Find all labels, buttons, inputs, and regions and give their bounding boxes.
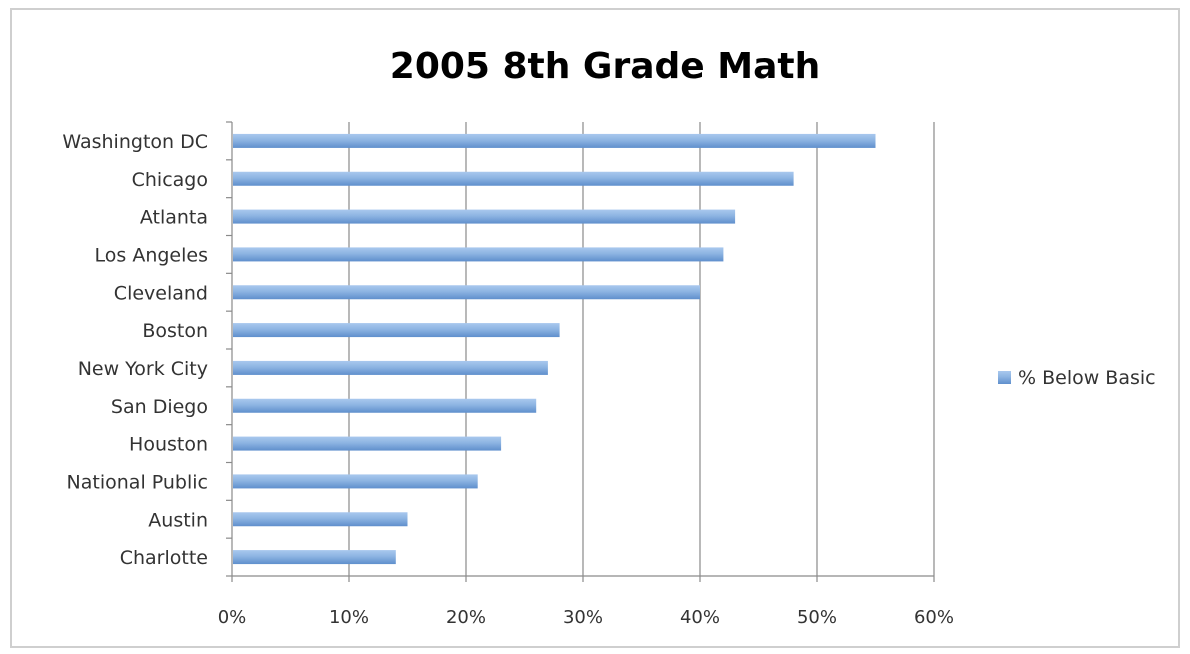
legend-swatch <box>998 371 1011 384</box>
x-tick-label: 10% <box>329 607 369 628</box>
category-label: San Diego <box>111 396 208 418</box>
category-label: Los Angeles <box>95 244 208 266</box>
gridlines <box>348 122 935 576</box>
x-tick-label: 50% <box>797 607 837 628</box>
category-label: Cleveland <box>114 282 208 304</box>
legend: % Below Basic <box>998 367 1156 389</box>
x-tick-label: 60% <box>914 607 954 628</box>
category-label: Washington DC <box>62 131 208 153</box>
bar <box>233 474 478 489</box>
bar <box>233 360 548 375</box>
x-tick-labels: 0% 10% 20% 30% 40% 50% 60% <box>218 607 954 628</box>
category-label: Atlanta <box>140 207 208 229</box>
category-labels: Washington DC Chicago Atlanta Los Angeles Cl… <box>62 131 208 569</box>
category-label: New York City <box>78 358 208 380</box>
chart-frame <box>10 8 1180 648</box>
category-label: National Public <box>67 471 208 493</box>
axes <box>226 121 935 582</box>
category-label: Boston <box>142 320 208 342</box>
bar <box>233 285 700 300</box>
bar <box>233 323 560 338</box>
category-label: Charlotte <box>120 547 208 569</box>
x-tick-label: 0% <box>218 607 247 628</box>
bars <box>233 133 876 565</box>
category-label: Houston <box>129 434 208 456</box>
chart-title: 2005 8th Grade Math <box>390 46 820 87</box>
legend-label: % Below Basic <box>1018 367 1156 389</box>
bar <box>233 512 408 527</box>
x-tick-label: 40% <box>680 607 720 628</box>
bar <box>233 133 876 148</box>
category-label: Chicago <box>132 169 208 191</box>
bar <box>233 398 537 413</box>
bar <box>233 550 396 565</box>
bar <box>233 436 502 451</box>
bar <box>233 171 794 186</box>
x-tick-label: 20% <box>446 607 486 628</box>
bar <box>233 247 724 262</box>
x-tick-label: 30% <box>563 607 603 628</box>
bar <box>233 209 736 224</box>
category-label: Austin <box>148 509 208 531</box>
